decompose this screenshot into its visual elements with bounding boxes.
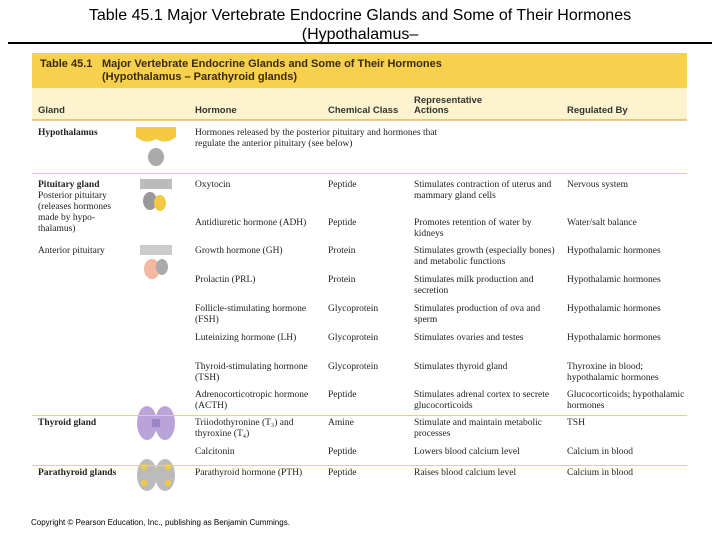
copyright: Copyright © Pearson Education, Inc., pub…	[31, 518, 290, 527]
cell-actions: Stimulates adrenal cortex to secrete glu…	[414, 390, 550, 411]
cell-class: Peptide	[328, 447, 357, 457]
row-separator	[32, 120, 687, 121]
cell-regulated: Hypothalamic hormones	[567, 246, 661, 256]
cell-class: Peptide	[328, 218, 357, 228]
row-separator	[32, 415, 687, 416]
cell-hormone: Hormones released by the posterior pitui…	[195, 128, 438, 149]
cell-hormone: Triiodothyronine (T₃) and thyroxine (T₄)	[195, 418, 294, 439]
cell-class: Protein	[328, 246, 356, 256]
cell-class: Peptide	[328, 468, 357, 478]
row-separator	[32, 173, 687, 174]
cell-hormone: Antidiuretic hormone (ADH)	[195, 218, 307, 228]
cell-class: Peptide	[328, 180, 357, 190]
cell-regulated: Thyroxine in blood; hypothalamic hormone…	[567, 362, 659, 383]
cell-hormone: Follicle-stimulating hormone (FSH)	[195, 304, 307, 325]
cell-regulated: Hypothalamic hormones	[567, 304, 661, 314]
cell-class: Glycoprotein	[328, 362, 379, 372]
table: Table 45.1 Major Vertebrate Endocrine Gl…	[32, 53, 687, 515]
caption-band: Table 45.1 Major Vertebrate Endocrine Gl…	[32, 53, 687, 88]
cell-regulated: Hypothalamic hormones	[567, 275, 661, 285]
cell-actions: Promotes retention of water by kidneys	[414, 218, 532, 239]
table-caption: Major Vertebrate Endocrine Glands and So…	[102, 58, 442, 70]
hypothalamus-icon	[136, 127, 176, 166]
cell-hormone: Adrenocorticotropic hormone (ACTH)	[195, 390, 309, 411]
cell-actions: Stimulates growth (especially bones) and…	[414, 246, 555, 267]
cell-class: Glycoprotein	[328, 304, 379, 314]
header-row: Gland Hormone Chemical Class Representative…	[32, 88, 687, 120]
gland-name: Parathyroid glands	[38, 468, 117, 478]
cell-actions: Stimulate and maintain metabolic process…	[414, 418, 542, 439]
gland-name: Pituitary gland	[38, 180, 100, 190]
gland-name: Hypothalamus	[38, 128, 98, 138]
cell-regulated: Calcium in blood	[567, 468, 633, 478]
column-header: Representative Actions	[414, 95, 483, 116]
cell-actions: Stimulates milk production and secretion	[414, 275, 534, 296]
cell-hormone: Luteinizing hormone (LH)	[195, 333, 297, 343]
title-rule	[8, 42, 712, 44]
parathyroid-icon	[137, 459, 175, 491]
table-number: Table 45.1	[40, 58, 93, 70]
cell-actions: Stimulates thyroid gland	[414, 362, 508, 372]
cell-regulated: Water/salt balance	[567, 218, 637, 228]
cell-regulated: TSH	[567, 418, 585, 428]
cell-actions: Stimulates production of ova and sperm	[414, 304, 541, 325]
cell-regulated: Hypothalamic hormones	[567, 333, 661, 343]
cell-actions: Lowers blood calcium level	[414, 447, 520, 457]
column-header: Chemical Class	[328, 105, 399, 116]
cell-hormone: Growth hormone (GH)	[195, 246, 283, 256]
gland-part: Posterior pituitary (releases hormones m…	[38, 191, 112, 234]
gland-icons	[136, 127, 176, 491]
cell-class: Amine	[328, 418, 354, 428]
thyroid-icon	[137, 406, 175, 440]
cell-regulated: Calcium in blood	[567, 447, 633, 457]
cell-hormone: Parathyroid hormone (PTH)	[195, 468, 303, 478]
cell-class: Protein	[328, 275, 356, 285]
anterior-pituitary-icon	[140, 245, 172, 279]
cell-hormone: Calcitonin	[195, 447, 235, 457]
cell-actions: Stimulates ovaries and testes	[414, 333, 524, 343]
cell-hormone: Prolactin (PRL)	[195, 275, 256, 285]
posterior-pituitary-icon	[140, 179, 172, 211]
column-header: Regulated By	[567, 105, 628, 116]
cell-actions: Stimulates contraction of uterus and mam…	[414, 180, 552, 201]
cell-hormone: Thyroid-stimulating hormone (TSH)	[195, 362, 308, 383]
slide-title: Table 45.1 Major Vertebrate Endocrine Gl…	[0, 6, 720, 44]
gland-name: Thyroid gland	[38, 418, 97, 428]
cell-regulated: Nervous system	[567, 180, 628, 190]
row-separator	[32, 465, 687, 466]
column-header: Gland	[38, 105, 65, 116]
table-caption-sub: (Hypothalamus – Parathyroid glands)	[102, 71, 297, 83]
cell-regulated: Glucocorticoids; hypothalamic hormones	[567, 390, 685, 411]
cell-actions: Raises blood calcium level	[414, 468, 517, 478]
column-header: Hormone	[195, 105, 237, 116]
cell-hormone: Oxytocin	[195, 180, 231, 190]
cell-class: Glycoprotein	[328, 333, 379, 343]
title-line: (Hypothalamus–	[301, 26, 419, 43]
title-line: Table 45.1 Major Vertebrate Endocrine Gl…	[88, 7, 632, 24]
cell-class: Peptide	[328, 390, 357, 400]
gland-part: Anterior pituitary	[38, 246, 105, 256]
